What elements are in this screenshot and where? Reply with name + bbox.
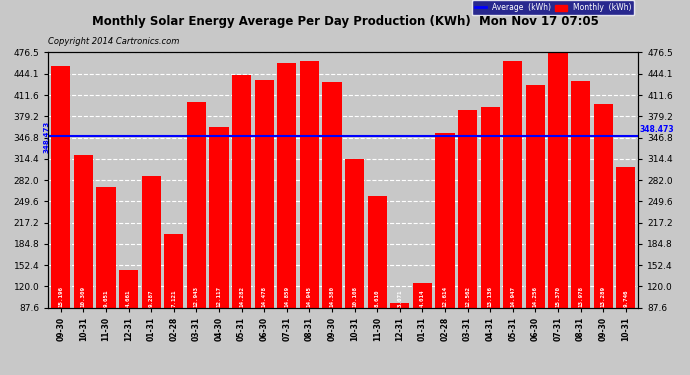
Bar <box>481 106 500 365</box>
Text: 12.614: 12.614 <box>442 286 448 307</box>
Text: 14.380: 14.380 <box>329 286 335 307</box>
Text: 14.256: 14.256 <box>533 286 538 307</box>
Text: 9.746: 9.746 <box>623 290 629 307</box>
Bar <box>74 155 93 365</box>
Text: 13.289: 13.289 <box>601 286 606 307</box>
Text: 14.945: 14.945 <box>307 286 312 307</box>
Bar <box>413 284 432 365</box>
Text: Monthly Solar Energy Average Per Day Production (KWh)  Mon Nov 17 07:05: Monthly Solar Energy Average Per Day Pro… <box>92 15 598 28</box>
Bar <box>322 82 342 365</box>
Bar <box>571 81 590 365</box>
Bar <box>209 127 228 365</box>
Bar <box>435 134 455 365</box>
Bar <box>593 104 613 365</box>
Text: 12.117: 12.117 <box>217 286 221 307</box>
Bar <box>503 61 522 365</box>
Text: 3.071: 3.071 <box>397 290 402 307</box>
Text: 348.473: 348.473 <box>43 120 50 153</box>
Text: 14.478: 14.478 <box>262 286 266 307</box>
Text: 9.287: 9.287 <box>148 290 154 307</box>
Text: 15.370: 15.370 <box>555 286 560 307</box>
Text: Copyright 2014 Cartronics.com: Copyright 2014 Cartronics.com <box>48 38 179 46</box>
Text: 14.282: 14.282 <box>239 286 244 307</box>
Text: 12.562: 12.562 <box>465 286 470 307</box>
Text: 13.136: 13.136 <box>488 286 493 307</box>
Bar <box>299 61 319 365</box>
Bar <box>526 84 545 365</box>
Bar <box>390 303 409 365</box>
Legend: Average  (kWh), Monthly  (kWh): Average (kWh), Monthly (kWh) <box>472 0 634 15</box>
Bar <box>255 80 274 365</box>
Bar <box>345 159 364 365</box>
Text: 10.108: 10.108 <box>352 286 357 307</box>
Bar <box>616 167 635 365</box>
Bar <box>232 75 251 365</box>
Text: 12.943: 12.943 <box>194 286 199 307</box>
Text: 10.309: 10.309 <box>81 286 86 307</box>
Bar <box>187 102 206 365</box>
Bar <box>51 66 70 365</box>
Text: 348.473: 348.473 <box>640 126 674 135</box>
Text: 4.661: 4.661 <box>126 290 131 307</box>
Bar <box>97 187 115 365</box>
Bar <box>277 63 297 365</box>
Text: 9.051: 9.051 <box>104 290 108 307</box>
Text: 8.610: 8.610 <box>375 290 380 307</box>
Bar <box>458 110 477 365</box>
Bar <box>549 53 568 365</box>
Text: 13.978: 13.978 <box>578 286 583 307</box>
Text: 14.947: 14.947 <box>511 286 515 307</box>
Bar <box>368 196 387 365</box>
Text: 7.121: 7.121 <box>171 290 176 307</box>
Text: 15.196: 15.196 <box>58 286 63 307</box>
Bar <box>119 270 138 365</box>
Bar <box>141 176 161 365</box>
Text: 4.014: 4.014 <box>420 290 425 307</box>
Bar <box>164 234 184 365</box>
Text: 14.859: 14.859 <box>284 286 289 307</box>
